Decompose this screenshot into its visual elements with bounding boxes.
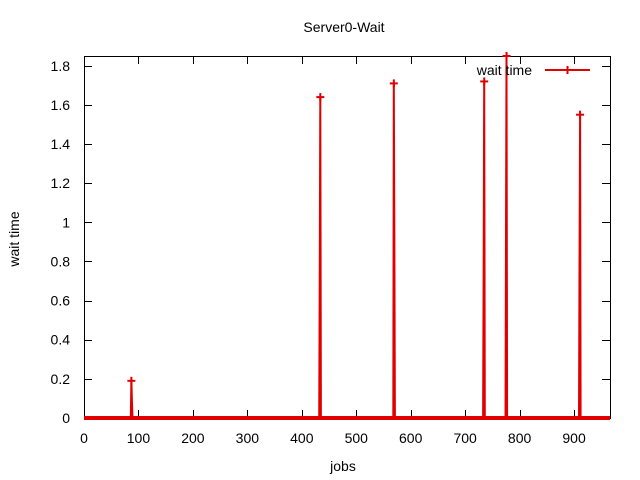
x-tick-label: 900 — [562, 430, 586, 446]
y-tick-label: 0.4 — [51, 332, 71, 348]
x-axis-label: jobs — [329, 458, 356, 474]
y-tick-label: 1.2 — [51, 175, 71, 191]
legend-label: wait time — [476, 62, 532, 78]
y-tick-label: 0.2 — [51, 371, 71, 387]
y-tick-label: 0.8 — [51, 253, 71, 269]
x-tick-label: 100 — [127, 430, 151, 446]
data-point-marker — [316, 93, 325, 102]
x-tick-label: 400 — [290, 430, 314, 446]
y-axis-label: wait time — [6, 211, 22, 267]
y-tick-label: 1.4 — [51, 136, 71, 152]
x-tick-label: 800 — [508, 430, 532, 446]
data-point-marker — [127, 376, 136, 385]
legend: wait time — [476, 62, 590, 78]
data-point-marker — [389, 79, 398, 88]
series-line — [84, 55, 610, 419]
x-tick-label: 300 — [236, 430, 260, 446]
data-point-marker — [576, 110, 585, 119]
y-ticks: 0 0.2 0.4 0.6 0.8 1 1.2 1.4 1.6 1.8 — [51, 58, 610, 426]
y-tick-label: 1 — [62, 214, 70, 230]
x-tick-label: 700 — [453, 430, 477, 446]
data-point-marker — [480, 77, 489, 86]
chart-title: Server0-Wait — [303, 19, 384, 35]
x-tick-label: 500 — [345, 430, 369, 446]
y-tick-label: 0 — [62, 410, 70, 426]
x-tick-label: 0 — [80, 430, 88, 446]
y-tick-label: 1.6 — [51, 97, 71, 113]
x-tick-label: 200 — [181, 430, 205, 446]
x-ticks: 0 100 200 300 400 500 600 700 800 900 — [80, 56, 586, 446]
data-point-marker — [502, 52, 511, 60]
legend-sample — [545, 66, 590, 74]
x-tick-label: 600 — [399, 430, 423, 446]
y-tick-label: 1.8 — [51, 58, 71, 74]
series-layer — [84, 52, 610, 420]
plot-frame — [84, 56, 611, 419]
y-tick-label: 0.6 — [51, 293, 71, 309]
